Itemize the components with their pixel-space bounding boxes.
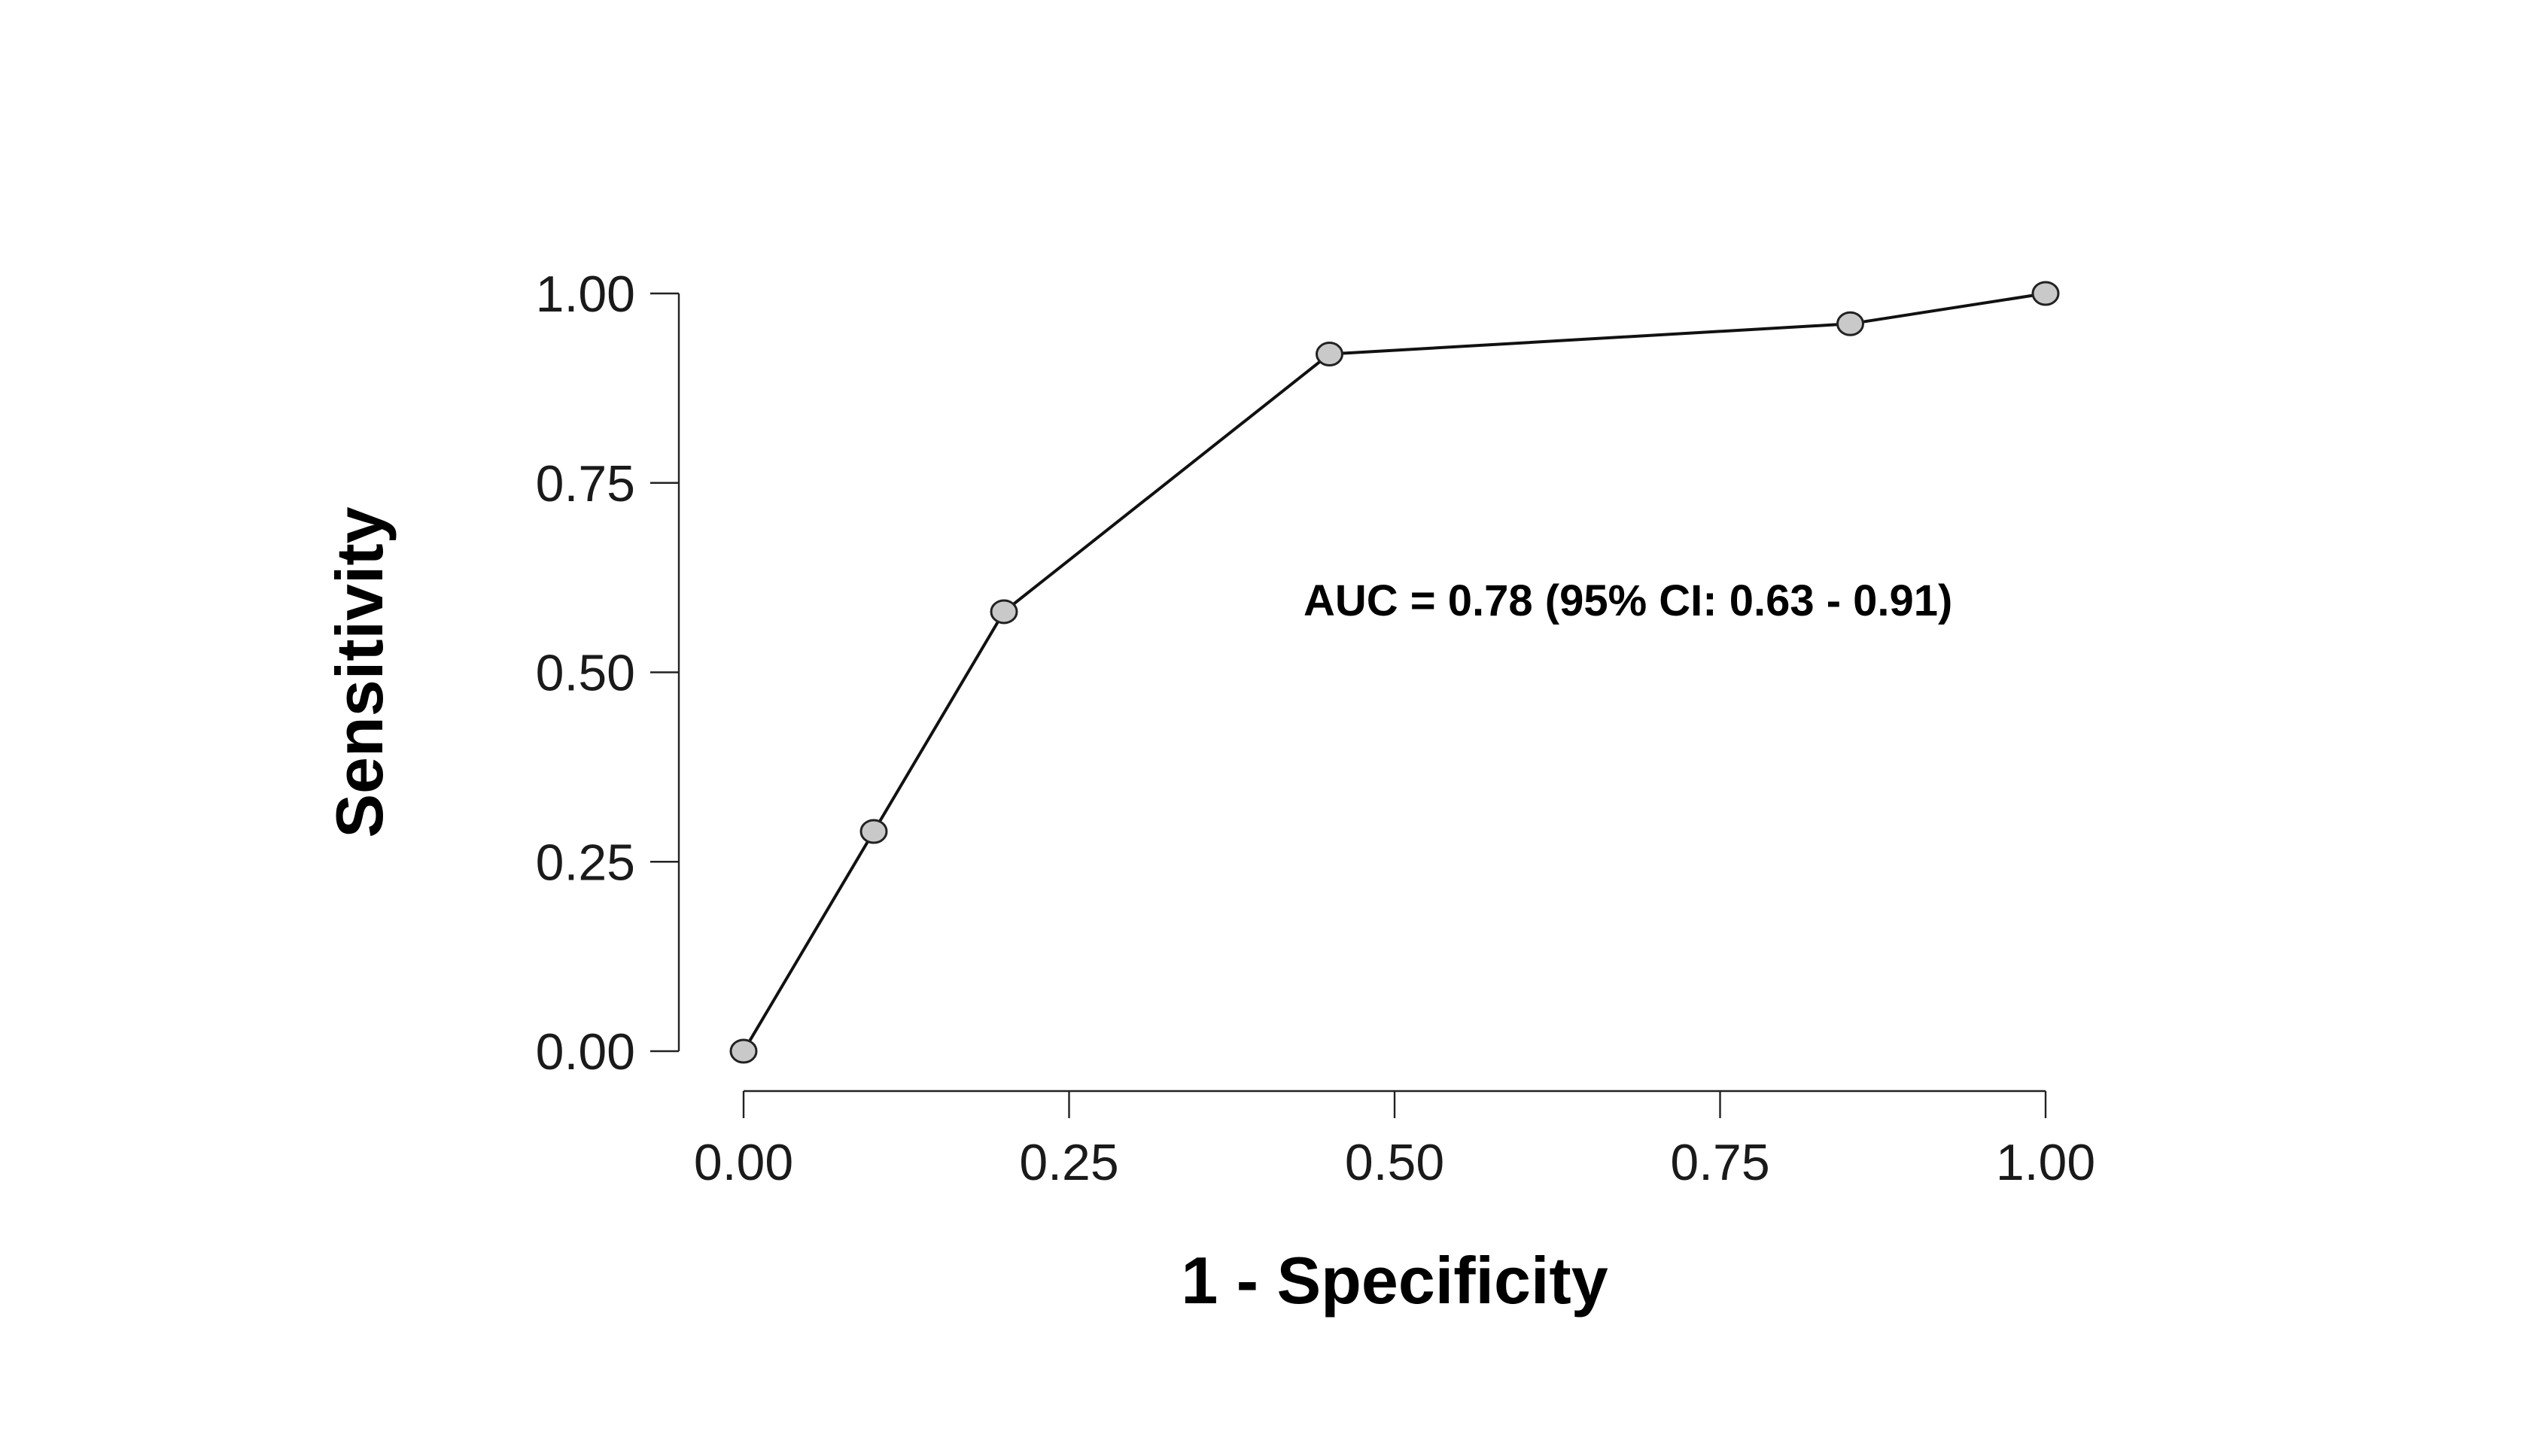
- y-axis-title: Sensitivity: [322, 506, 397, 837]
- roc-point: [990, 599, 1018, 625]
- y-tick-label: 1.00: [536, 266, 635, 323]
- y-tick-label: 0.75: [536, 455, 635, 512]
- x-tick-label: 1.00: [1996, 1134, 2095, 1191]
- roc-point: [2031, 281, 2060, 306]
- x-tick-label: 0.50: [1345, 1134, 1444, 1191]
- y-tick-label: 0.00: [536, 1023, 635, 1081]
- roc-point: [1316, 342, 1343, 367]
- series-layer: [729, 281, 2060, 1064]
- x-tick-label: 0.25: [1019, 1134, 1118, 1191]
- y-tick-label: 0.25: [536, 834, 635, 891]
- roc-curve-line: [742, 292, 2046, 1053]
- y-tick-label: 0.50: [536, 645, 635, 702]
- x-tick-label: 0.75: [1670, 1134, 1769, 1191]
- roc-point: [1836, 311, 1864, 336]
- auc-annotation: AUC = 0.78 (95% CI: 0.63 - 0.91): [1304, 576, 1952, 625]
- roc-point: [859, 819, 888, 844]
- axes-group: 0.00 0.25 0.50 0.75 1.00 0.00 0.25 0.50 0.75 1.00: [536, 266, 2096, 1191]
- roc-point: [729, 1038, 758, 1064]
- x-axis-title: 1 - Specificity: [1181, 1243, 1608, 1318]
- x-tick-label: 0.00: [694, 1134, 793, 1191]
- text-layer: 1 - Specificity Sensitivity AUC = 0.78 (…: [322, 506, 1952, 1318]
